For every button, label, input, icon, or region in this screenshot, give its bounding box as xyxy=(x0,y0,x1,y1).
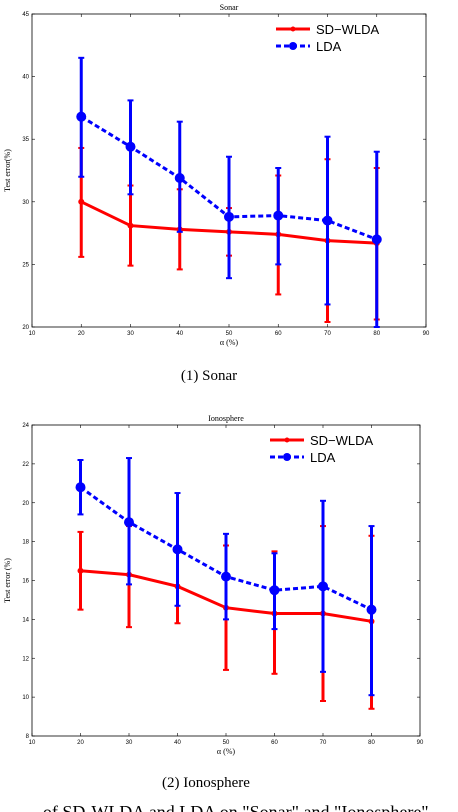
footer-caption-text: ...of SD-WLDA and LDA on "Sonar" and "Io… xyxy=(29,802,428,812)
y-tick-label: 25 xyxy=(22,262,29,268)
data-point xyxy=(77,567,84,574)
y-tick-label: 30 xyxy=(22,200,29,206)
chart-title: Ionosphere xyxy=(208,414,244,423)
x-tick-label: 30 xyxy=(126,740,133,746)
figure-caption: (1) Sonar xyxy=(181,368,237,384)
data-point xyxy=(78,198,85,205)
legend-marker xyxy=(290,26,296,32)
y-tick-label: 24 xyxy=(22,423,29,429)
x-tick-label: 80 xyxy=(373,331,380,337)
data-point xyxy=(76,111,87,122)
y-tick-label: 40 xyxy=(22,75,29,81)
x-tick-label: 50 xyxy=(226,331,233,337)
y-tick-label: 45 xyxy=(22,12,29,18)
data-point xyxy=(318,581,328,592)
x-tick-label: 50 xyxy=(223,740,230,746)
data-point xyxy=(221,571,231,582)
legend: SD−WLDA LDA xyxy=(270,433,374,465)
y-tick-label: 10 xyxy=(22,695,29,701)
data-point xyxy=(127,222,134,229)
y-tick-label: 12 xyxy=(22,656,29,662)
data-point xyxy=(125,141,136,152)
x-tick-label: 70 xyxy=(324,331,331,337)
y-tick-label: 14 xyxy=(22,617,29,623)
x-tick-label: 40 xyxy=(174,740,181,746)
data-point xyxy=(174,173,185,184)
y-tick-label: 20 xyxy=(22,501,29,507)
series-lda xyxy=(75,457,377,697)
x-tick-label: 10 xyxy=(29,740,36,746)
x-axis-label: α (%) xyxy=(217,747,236,756)
x-tick-label: 10 xyxy=(29,331,36,337)
y-axis-label: Test error (%) xyxy=(3,558,12,603)
y-tick-label: 20 xyxy=(22,325,29,331)
legend-marker xyxy=(284,437,290,443)
data-point xyxy=(366,604,377,615)
legend-marker xyxy=(283,453,291,461)
data-point xyxy=(322,215,333,226)
data-point xyxy=(269,585,280,596)
x-tick-label: 30 xyxy=(127,331,134,337)
legend: SD−WLDA LDA xyxy=(276,22,380,54)
data-point xyxy=(371,234,382,245)
legend-label: LDA xyxy=(310,450,336,465)
y-tick-label: 16 xyxy=(22,579,29,585)
series-lda xyxy=(76,56,382,328)
figure-caption: (2) Ionosphere xyxy=(162,775,250,791)
x-tick-label: 60 xyxy=(271,740,278,746)
x-tick-label: 90 xyxy=(423,331,430,337)
x-tick-label: 60 xyxy=(275,331,282,337)
y-tick-label: 22 xyxy=(22,462,29,468)
legend-label: SD−WLDA xyxy=(310,433,374,448)
data-point xyxy=(75,482,86,493)
legend-label: SD−WLDA xyxy=(316,22,380,37)
y-tick-label: 18 xyxy=(22,540,29,546)
y-tick-label: 8 xyxy=(26,734,30,740)
x-tick-label: 20 xyxy=(78,331,85,337)
x-tick-label: 70 xyxy=(320,740,327,746)
chart-title: Sonar xyxy=(220,3,239,12)
data-point xyxy=(172,544,183,555)
legend-label: LDA xyxy=(316,39,342,54)
data-point xyxy=(273,210,284,221)
x-tick-label: 90 xyxy=(417,740,424,746)
y-axis-label: Test error(%) xyxy=(3,149,12,192)
legend-marker xyxy=(289,42,297,50)
x-tick-label: 40 xyxy=(176,331,183,337)
x-tick-label: 20 xyxy=(77,740,84,746)
data-point xyxy=(124,517,134,528)
x-tick-label: 80 xyxy=(368,740,375,746)
x-axis-label: α (%) xyxy=(220,338,239,347)
data-point xyxy=(224,211,234,222)
y-tick-label: 35 xyxy=(22,137,29,143)
